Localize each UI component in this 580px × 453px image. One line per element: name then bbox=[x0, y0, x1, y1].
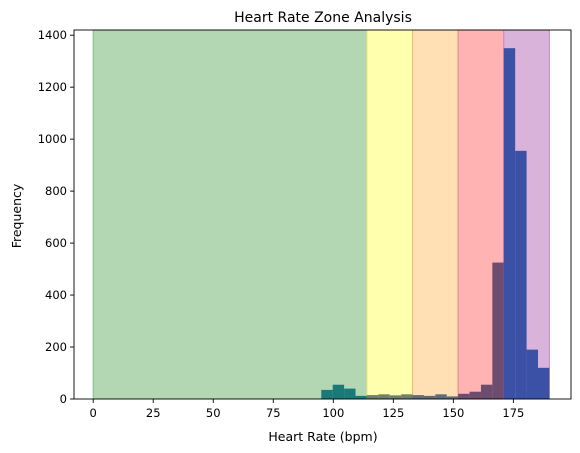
histogram-bar bbox=[503, 48, 516, 400]
y-tick-label: 1400 bbox=[38, 28, 67, 42]
y-tick-label: 800 bbox=[45, 184, 67, 198]
y-tick-label: 600 bbox=[45, 236, 67, 250]
histogram-bar bbox=[480, 384, 493, 399]
x-tick-label: 75 bbox=[266, 406, 281, 420]
histogram-bar bbox=[344, 388, 356, 399]
chart-title: Heart Rate Zone Analysis bbox=[234, 10, 412, 26]
histogram-bar bbox=[321, 389, 333, 399]
zone-band-1 bbox=[92, 29, 368, 400]
histogram-bar bbox=[446, 396, 459, 399]
axes-frame bbox=[73, 29, 572, 400]
histogram-bar bbox=[526, 349, 538, 399]
histogram-bar bbox=[366, 395, 379, 399]
y-tick-label: 0 bbox=[60, 392, 67, 406]
y-axis-label: Frequency bbox=[9, 183, 24, 248]
x-tick-label: 175 bbox=[502, 406, 524, 420]
x-tick-label: 50 bbox=[206, 406, 221, 420]
y-tick-label: 1000 bbox=[38, 132, 67, 146]
x-tick-label: 150 bbox=[442, 406, 464, 420]
x-axis-label: Heart Rate (bpm) bbox=[268, 429, 377, 444]
histogram-bar bbox=[435, 394, 447, 399]
y-tick-label: 200 bbox=[45, 340, 67, 354]
y-tick-label: 1200 bbox=[38, 80, 67, 94]
histogram-bar bbox=[537, 367, 550, 399]
histogram-bar bbox=[401, 394, 413, 399]
plot-area: 0 25 50 75 100 125 150 175 0 200 400 600 800 1000 1200… bbox=[38, 28, 572, 420]
zone-band-3 bbox=[412, 29, 459, 400]
x-tick-label: 0 bbox=[90, 406, 97, 420]
zone-band-2 bbox=[366, 29, 414, 400]
histogram-bar bbox=[492, 262, 504, 399]
histogram-bar bbox=[378, 394, 390, 399]
x-tick-label: 100 bbox=[322, 406, 344, 420]
histogram-bar bbox=[423, 395, 436, 399]
y-tick-label: 400 bbox=[45, 288, 67, 302]
histogram-bar bbox=[355, 395, 367, 399]
histogram-bar bbox=[515, 150, 527, 399]
histogram-bar bbox=[412, 395, 424, 399]
x-tick-label: 125 bbox=[382, 406, 404, 420]
histogram-bar bbox=[458, 393, 470, 399]
histogram-bar bbox=[332, 384, 345, 399]
x-tick-label: 25 bbox=[146, 406, 161, 420]
histogram-bar bbox=[469, 391, 481, 399]
histogram-bar bbox=[389, 395, 402, 399]
